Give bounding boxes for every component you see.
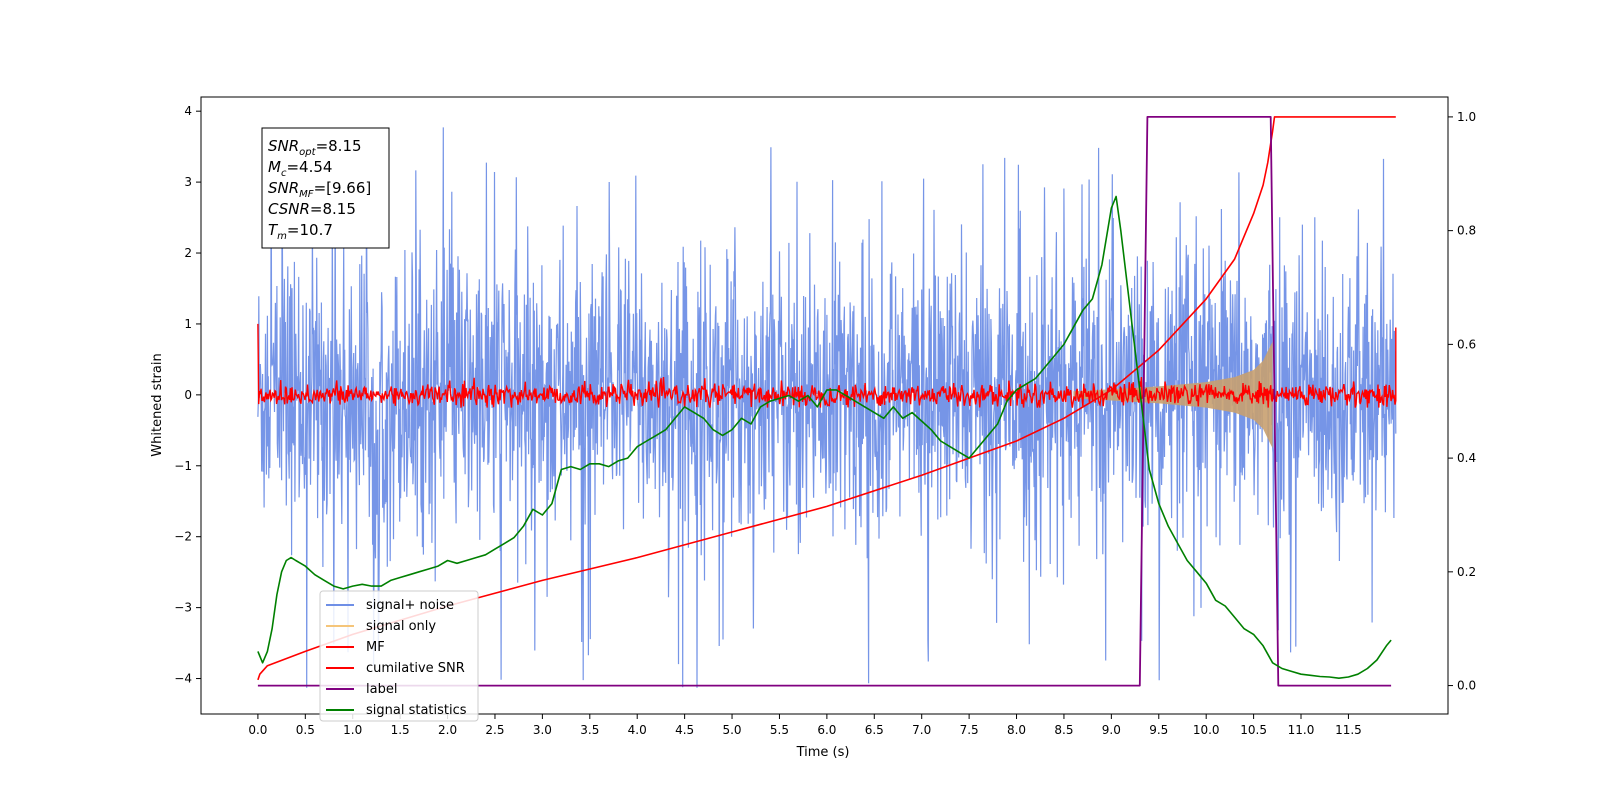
x-tick-label: 1.5 (391, 723, 410, 737)
x-tick-label: 5.0 (722, 723, 741, 737)
x-tick-label: 10.5 (1240, 723, 1267, 737)
y-left-tick-label: −1 (174, 459, 192, 473)
x-tick-label: 2.5 (485, 723, 504, 737)
legend-label: label (366, 682, 397, 697)
x-tick-label: 5.5 (770, 723, 789, 737)
y-right-tick-label: 0.8 (1457, 224, 1476, 238)
x-tick-label: 7.0 (912, 723, 931, 737)
x-tick-label: 1.0 (343, 723, 362, 737)
y-axis-left: 4 3 2 1 0 −1 −2 −3 −4 (174, 104, 201, 686)
label-line (257, 116, 1392, 687)
annotation-line: SNRMF=[9.66] (268, 179, 371, 200)
x-tick-label: 7.5 (960, 723, 979, 737)
annotation-line: CSNR=8.15 (268, 200, 356, 218)
y-left-tick-label: −2 (174, 530, 192, 544)
series-mf (257, 323, 1397, 408)
x-axis-label: Time (s) (796, 745, 850, 760)
y-right-tick-label: 1.0 (1457, 110, 1476, 124)
x-tick-label: 4.5 (675, 723, 694, 737)
x-tick-label: 8.0 (1007, 723, 1026, 737)
y-left-tick-label: 3 (184, 175, 192, 189)
y-left-tick-label: 0 (184, 388, 192, 402)
y-axis-label-left: Whitened strain (150, 353, 165, 456)
legend-label: signal statistics (366, 703, 467, 718)
x-tick-label: 6.0 (817, 723, 836, 737)
x-tick-label: 10.0 (1193, 723, 1220, 737)
annotation-line: SNRopt=8.15 (268, 137, 362, 158)
y-left-tick-label: 1 (184, 317, 192, 331)
y-right-tick-label: 0.4 (1457, 451, 1476, 465)
x-tick-label: 9.5 (1149, 723, 1168, 737)
y-left-tick-label: −4 (174, 672, 192, 686)
series-signal-statistics (257, 195, 1392, 679)
legend: signal+ noise signal only MF cumilative SNR… (319, 590, 479, 722)
y-right-tick-label: 0.0 (1457, 679, 1476, 693)
x-tick-label: 2.0 (438, 723, 457, 737)
signal-statistics-line (257, 195, 1392, 679)
x-tick-label: 3.0 (533, 723, 552, 737)
legend-label: signal+ noise (366, 598, 454, 613)
plot-frame (200, 96, 1449, 715)
mf-line (257, 323, 1397, 408)
y-right-tick-label: 0.2 (1457, 565, 1476, 579)
x-axis: 0.0 0.5 1.0 1.5 2.0 2.5 3.0 3.5 4.0 4.5 5.0 5.5 6.0 6… (248, 714, 1362, 737)
x-tick-label: 11.5 (1335, 723, 1362, 737)
y-left-tick-label: 2 (184, 246, 192, 260)
annotation-line: Tm=10.7 (268, 221, 333, 242)
y-right-tick-label: 0.6 (1457, 337, 1476, 351)
y-left-tick-label: 4 (184, 104, 192, 118)
series-signal-only (1073, 341, 1273, 449)
series-label (257, 116, 1392, 687)
legend-label: cumilative SNR (366, 661, 465, 676)
y-axis-right: 1.0 0.8 0.6 0.4 0.2 0.0 (1448, 110, 1476, 693)
signal-only-band (1073, 341, 1273, 449)
x-tick-label: 11.0 (1288, 723, 1315, 737)
legend-label: signal only (366, 619, 436, 634)
x-tick-label: 8.5 (1054, 723, 1073, 737)
legend-label: MF (366, 640, 385, 655)
x-tick-label: 0.0 (248, 723, 267, 737)
x-tick-label: 3.5 (580, 723, 599, 737)
y-left-tick-label: −3 (174, 601, 192, 615)
x-tick-label: 0.5 (296, 723, 315, 737)
x-tick-label: 4.0 (628, 723, 647, 737)
x-tick-label: 9.0 (1102, 723, 1121, 737)
x-tick-label: 6.5 (865, 723, 884, 737)
annotation-line: Mc=4.54 (268, 158, 332, 179)
